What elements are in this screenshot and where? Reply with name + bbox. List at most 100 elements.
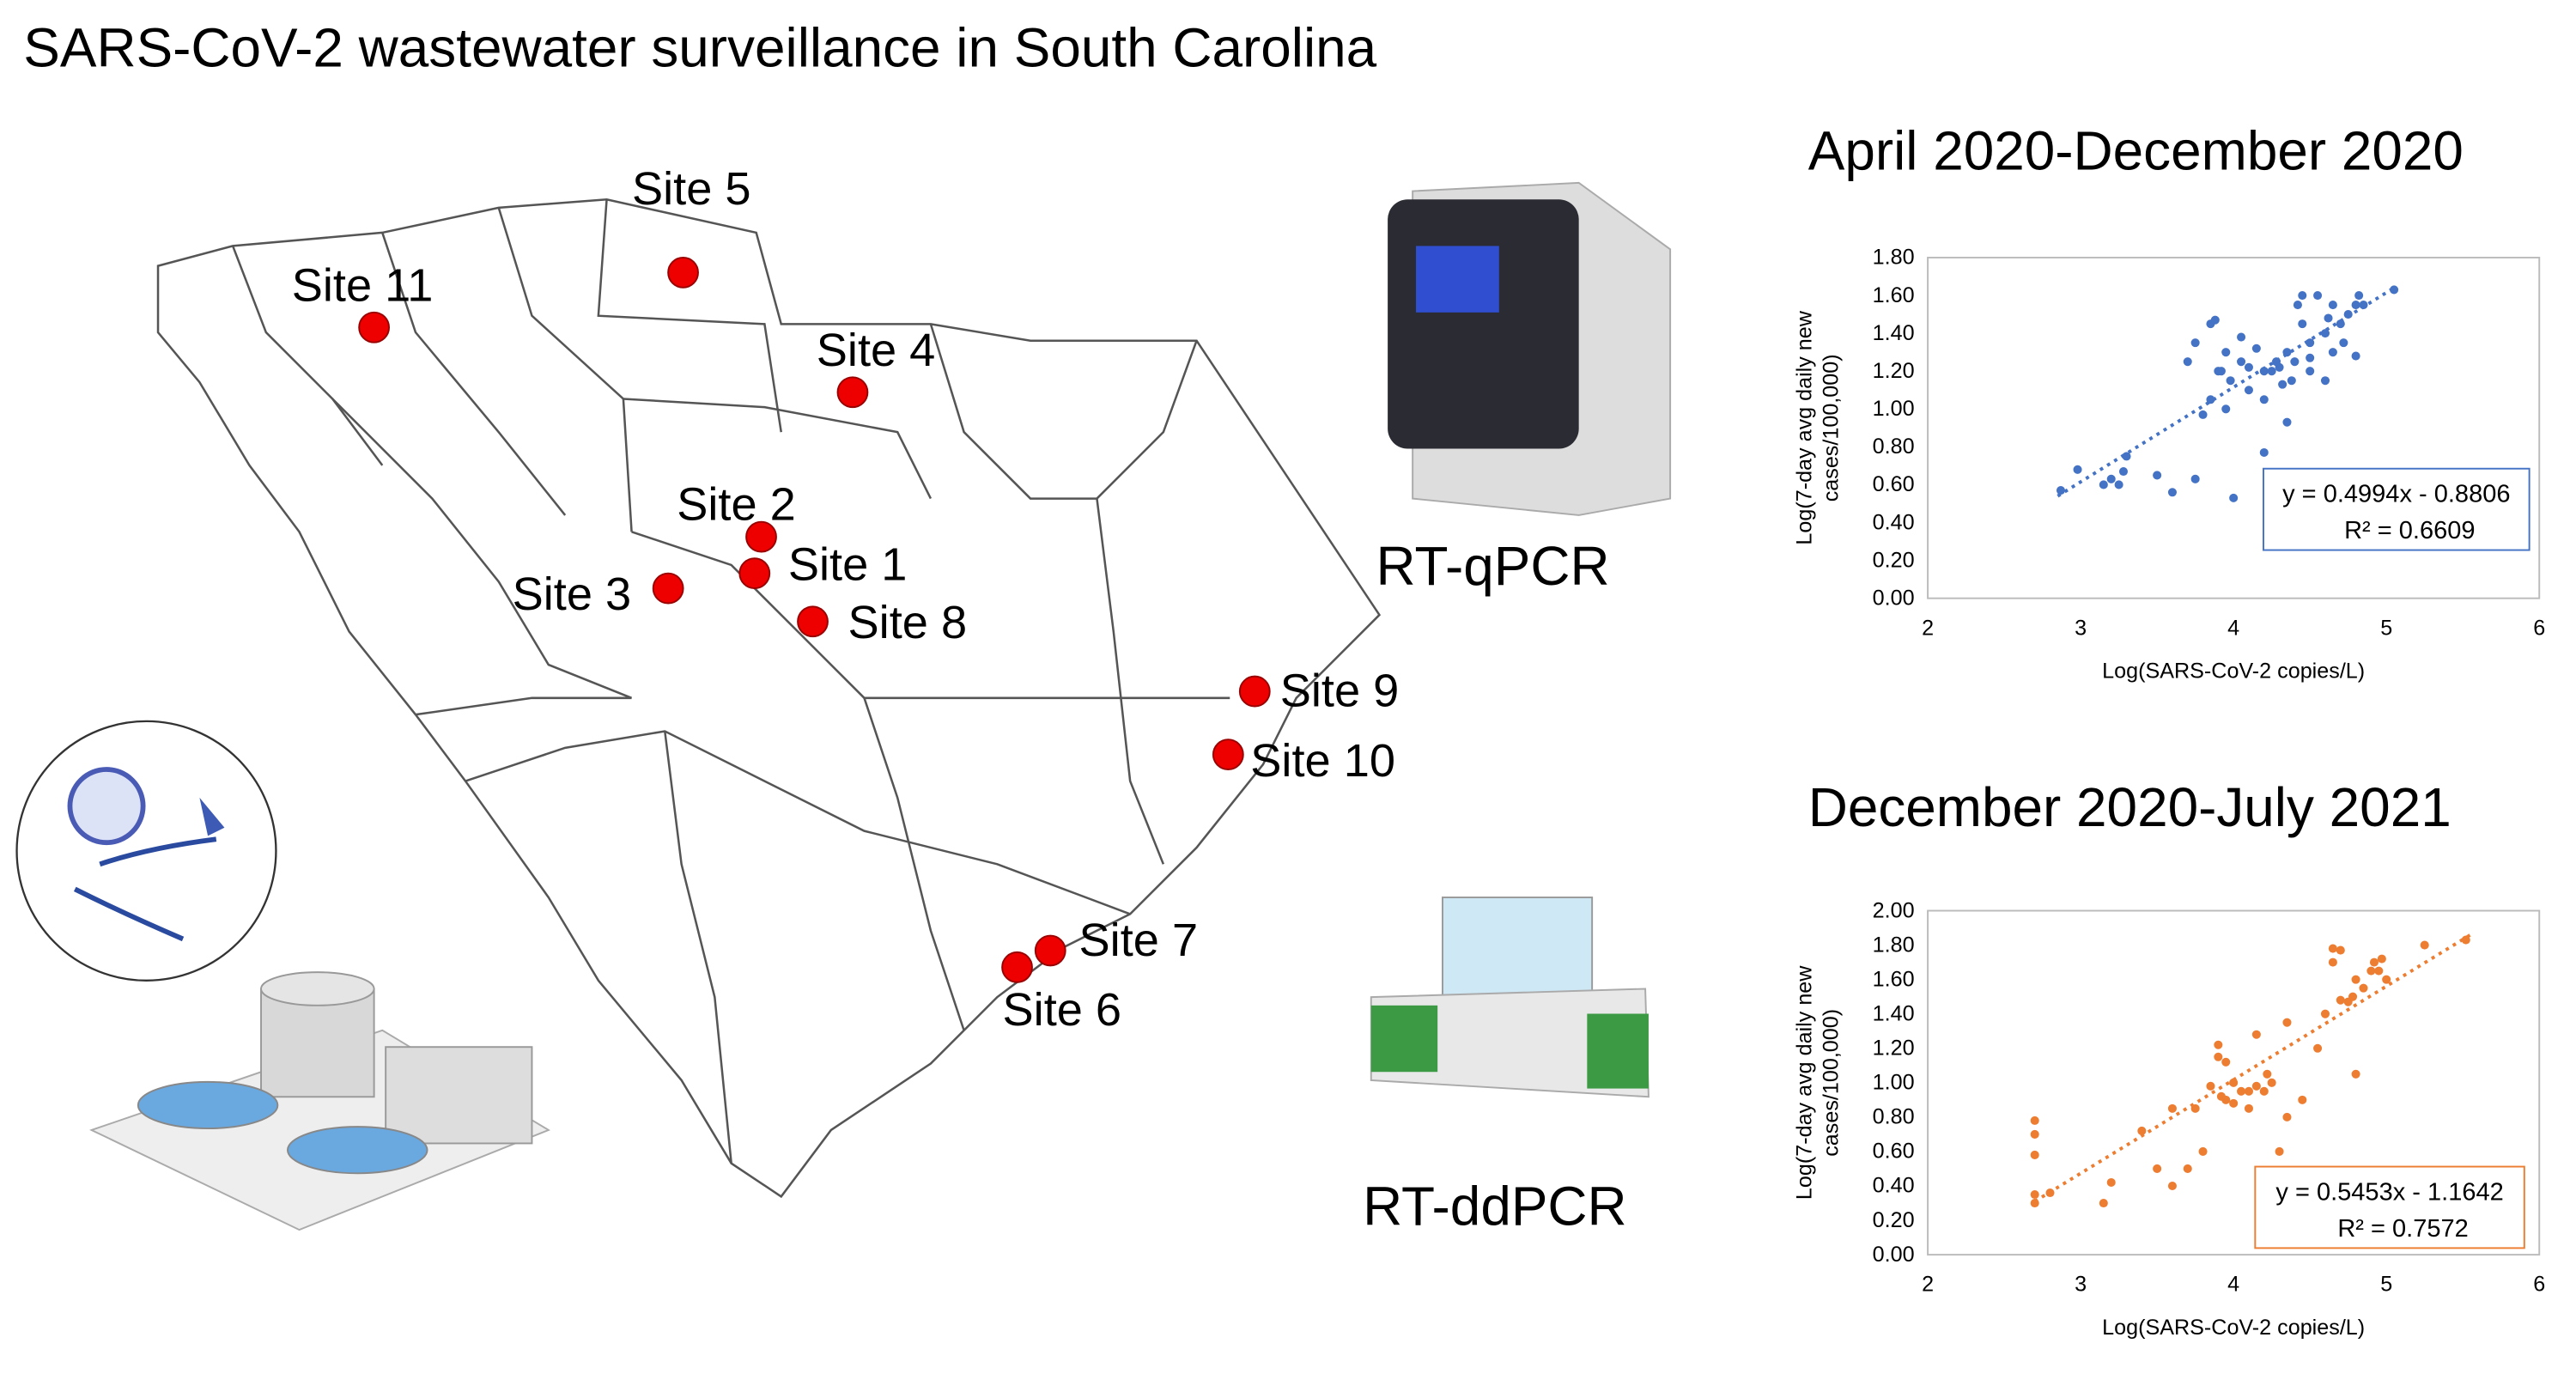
trendline bbox=[2033, 933, 2472, 1203]
scatter-point bbox=[2237, 332, 2246, 342]
x-tick-label: 4 bbox=[2227, 1273, 2239, 1297]
scatter-point bbox=[2183, 1164, 2192, 1173]
scatter-point bbox=[2210, 315, 2220, 325]
y-axis-label: cases/100,000) bbox=[1820, 1009, 1844, 1157]
site-marker bbox=[1212, 739, 1244, 770]
scatter-point bbox=[2259, 1086, 2269, 1096]
scatter-point bbox=[2198, 410, 2208, 419]
scatter-point bbox=[2366, 966, 2376, 976]
scatter-point bbox=[2420, 940, 2429, 950]
scatter-point bbox=[2313, 291, 2323, 301]
y-tick-label: 0.20 bbox=[1873, 1208, 1915, 1232]
y-tick-label: 0.40 bbox=[1873, 510, 1915, 534]
plot-frame bbox=[1927, 909, 2541, 1256]
scatter-point bbox=[2099, 480, 2108, 489]
x-axis-label: Log(SARS-CoV-2 copies/L) bbox=[2102, 1316, 2365, 1340]
scatter-point bbox=[2267, 367, 2276, 376]
y-tick-label: 0.40 bbox=[1873, 1174, 1915, 1198]
site-label: Site 4 bbox=[817, 325, 936, 376]
scatter-point bbox=[2259, 447, 2269, 458]
site-marker bbox=[1034, 934, 1066, 967]
scatter-point bbox=[2221, 404, 2231, 414]
scatter-point bbox=[2320, 376, 2330, 386]
scatter-point bbox=[2306, 353, 2315, 362]
site-label: Site 3 bbox=[513, 568, 632, 620]
y-tick-label: 1.20 bbox=[1873, 359, 1915, 383]
x-tick-label: 6 bbox=[2533, 616, 2545, 640]
county-line bbox=[231, 245, 384, 466]
scatter-point bbox=[2167, 1181, 2177, 1191]
scatter-point bbox=[2030, 1150, 2039, 1159]
trendline bbox=[2057, 286, 2396, 498]
scatter-point bbox=[2206, 395, 2215, 404]
scatter-point bbox=[2351, 1069, 2360, 1079]
scatter-point bbox=[2320, 329, 2330, 338]
scatter-point bbox=[2461, 935, 2470, 945]
scatter-point bbox=[2369, 957, 2379, 967]
scatter-point bbox=[2298, 291, 2307, 301]
site-marker bbox=[1001, 951, 1033, 983]
scatter-point bbox=[2328, 944, 2337, 953]
scatter-point bbox=[2190, 1103, 2200, 1113]
y-tick-label: 0.80 bbox=[1873, 435, 1915, 459]
scatter-point bbox=[2275, 362, 2284, 372]
scatter-point bbox=[2214, 1040, 2223, 1049]
county-line bbox=[415, 696, 632, 716]
scatter-point bbox=[2030, 1189, 2039, 1200]
scatter-point bbox=[2267, 1078, 2276, 1087]
y-tick-label: 1.80 bbox=[1873, 933, 1915, 957]
site-label: Site 6 bbox=[1003, 984, 1122, 1036]
site-marker bbox=[836, 376, 869, 409]
scatter-point bbox=[2348, 992, 2358, 1001]
scatter-point bbox=[2122, 452, 2131, 461]
scatter-point bbox=[2106, 474, 2116, 483]
scatter-point bbox=[2282, 417, 2292, 427]
scatter-point bbox=[2313, 1043, 2323, 1053]
scatter-point bbox=[2259, 395, 2269, 404]
x-tick-label: 5 bbox=[2380, 616, 2392, 640]
county-line bbox=[597, 199, 782, 433]
scatter-point bbox=[2351, 301, 2360, 310]
scatter-point bbox=[2339, 338, 2348, 348]
scatter-point bbox=[2343, 310, 2353, 319]
y-tick-label: 1.00 bbox=[1873, 397, 1915, 421]
site-label: Site 8 bbox=[848, 597, 968, 648]
scatter-point bbox=[2237, 1086, 2246, 1096]
site-marker bbox=[1238, 675, 1271, 708]
x-tick-label: 2 bbox=[1922, 616, 1934, 640]
scatter-point bbox=[2354, 291, 2364, 301]
scatter-point bbox=[2226, 376, 2235, 386]
county-line bbox=[381, 232, 567, 516]
scatter-point bbox=[2324, 313, 2333, 323]
chart-title: April 2020-December 2020 bbox=[1808, 119, 2464, 181]
site-label: Site 2 bbox=[677, 479, 796, 531]
scatter-point bbox=[2206, 1081, 2215, 1091]
ddpcr-instrument bbox=[1370, 897, 1649, 1098]
site-marker bbox=[358, 311, 390, 343]
site-marker bbox=[745, 520, 777, 553]
site-marker bbox=[667, 256, 699, 289]
scatter-point bbox=[2251, 1030, 2261, 1039]
scatter-point bbox=[2137, 1126, 2147, 1135]
y-tick-label: 0.00 bbox=[1873, 1243, 1915, 1267]
scatter-point bbox=[2237, 357, 2246, 367]
map bbox=[156, 198, 1382, 1199]
y-tick-label: 1.60 bbox=[1873, 283, 1915, 307]
scatter-point bbox=[2328, 348, 2337, 357]
scatter-point bbox=[2351, 975, 2360, 984]
scatter-point bbox=[2390, 285, 2399, 295]
scatter-point bbox=[2190, 474, 2200, 483]
scatter-point bbox=[2221, 1095, 2231, 1104]
y-tick-label: 0.20 bbox=[1873, 548, 1915, 572]
site-marker bbox=[652, 572, 684, 605]
equation-label: R² = 0.7572 bbox=[2337, 1215, 2468, 1243]
scatter-point bbox=[2336, 945, 2345, 955]
scatter-point bbox=[2328, 301, 2337, 310]
scatter-point bbox=[2382, 975, 2391, 984]
x-tick-label: 6 bbox=[2533, 1273, 2545, 1297]
equation-label: R² = 0.6609 bbox=[2344, 517, 2475, 544]
scatter-point bbox=[2336, 995, 2345, 1005]
site-label: Site 10 bbox=[1250, 735, 1395, 787]
